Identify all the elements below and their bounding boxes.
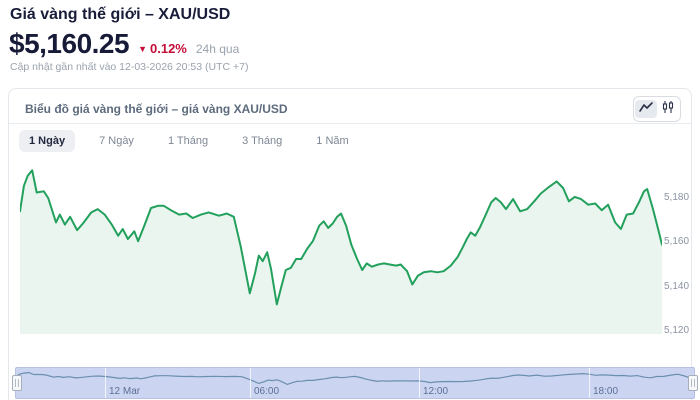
price-area-fill (20, 170, 662, 334)
timeframe-tabs: 1 Ngày 7 Ngày 1 Tháng 3 Tháng 1 Năm (19, 130, 359, 152)
candlestick-chart-icon (661, 100, 675, 119)
navigator-time-label: 12 Mar (109, 386, 141, 397)
line-chart-icon (638, 100, 654, 118)
tab-1-day[interactable]: 1 Ngày (19, 130, 76, 152)
navigator-left-handle[interactable] (12, 375, 22, 391)
change-percent: 0.12% (150, 41, 187, 56)
price-row: $5,160.25 ▼ 0.12% 24h qua (9, 28, 239, 60)
y-axis-labels: 5,180 5,160 5,140 5,120 (664, 156, 700, 336)
navigator-time-label: 18:00 (593, 386, 619, 397)
chart-panel: Biểu đồ giá vàng thế giới – giá vàng XAU… (8, 88, 698, 400)
line-chart-toggle-button[interactable] (635, 100, 657, 118)
last-updated-text: Cập nhật gần nhất vào 12-03-2026 20:53 (… (10, 61, 249, 73)
navigator-line (16, 372, 694, 385)
price-change: ▼ 0.12% (138, 41, 187, 56)
page-title: Giá vàng thế giới – XAU/USD (10, 6, 231, 23)
change-period-label: 24h qua (195, 42, 240, 56)
navigator-gridline (105, 368, 106, 398)
navigator-time-label: 12:00 (423, 386, 449, 397)
navigator-svg (16, 372, 694, 385)
price-line (20, 169, 662, 306)
price-chart-svg (20, 169, 662, 334)
y-axis-tick: 5,120 (664, 325, 690, 336)
range-navigator[interactable]: 12 Mar 06:00 12:00 18:00 (12, 367, 698, 399)
navigator-gridline (589, 368, 590, 398)
navigator-right-handle[interactable] (688, 375, 698, 391)
chart-type-toggle (633, 96, 681, 122)
y-axis-tick: 5,160 (664, 236, 690, 247)
navigator-gridline (250, 368, 251, 398)
y-axis-tick: 5,180 (664, 192, 690, 203)
price-chart[interactable] (20, 156, 662, 334)
down-caret-icon: ▼ (138, 44, 147, 54)
tab-3-months[interactable]: 3 Tháng (242, 135, 283, 147)
navigator-gridline (419, 368, 420, 398)
chart-panel-title: Biểu đồ giá vàng thế giới – giá vàng XAU… (25, 102, 288, 116)
current-price: $5,160.25 (9, 28, 130, 59)
navigator-time-label: 06:00 (254, 386, 280, 397)
candlestick-chart-toggle-button[interactable] (657, 100, 679, 118)
tab-1-month[interactable]: 1 Tháng (167, 135, 209, 147)
tab-7-days[interactable]: 7 Ngày (99, 135, 134, 147)
y-axis-tick: 5,140 (664, 281, 690, 292)
tab-1-year[interactable]: 1 Năm (316, 135, 349, 147)
panel-divider (9, 123, 691, 124)
